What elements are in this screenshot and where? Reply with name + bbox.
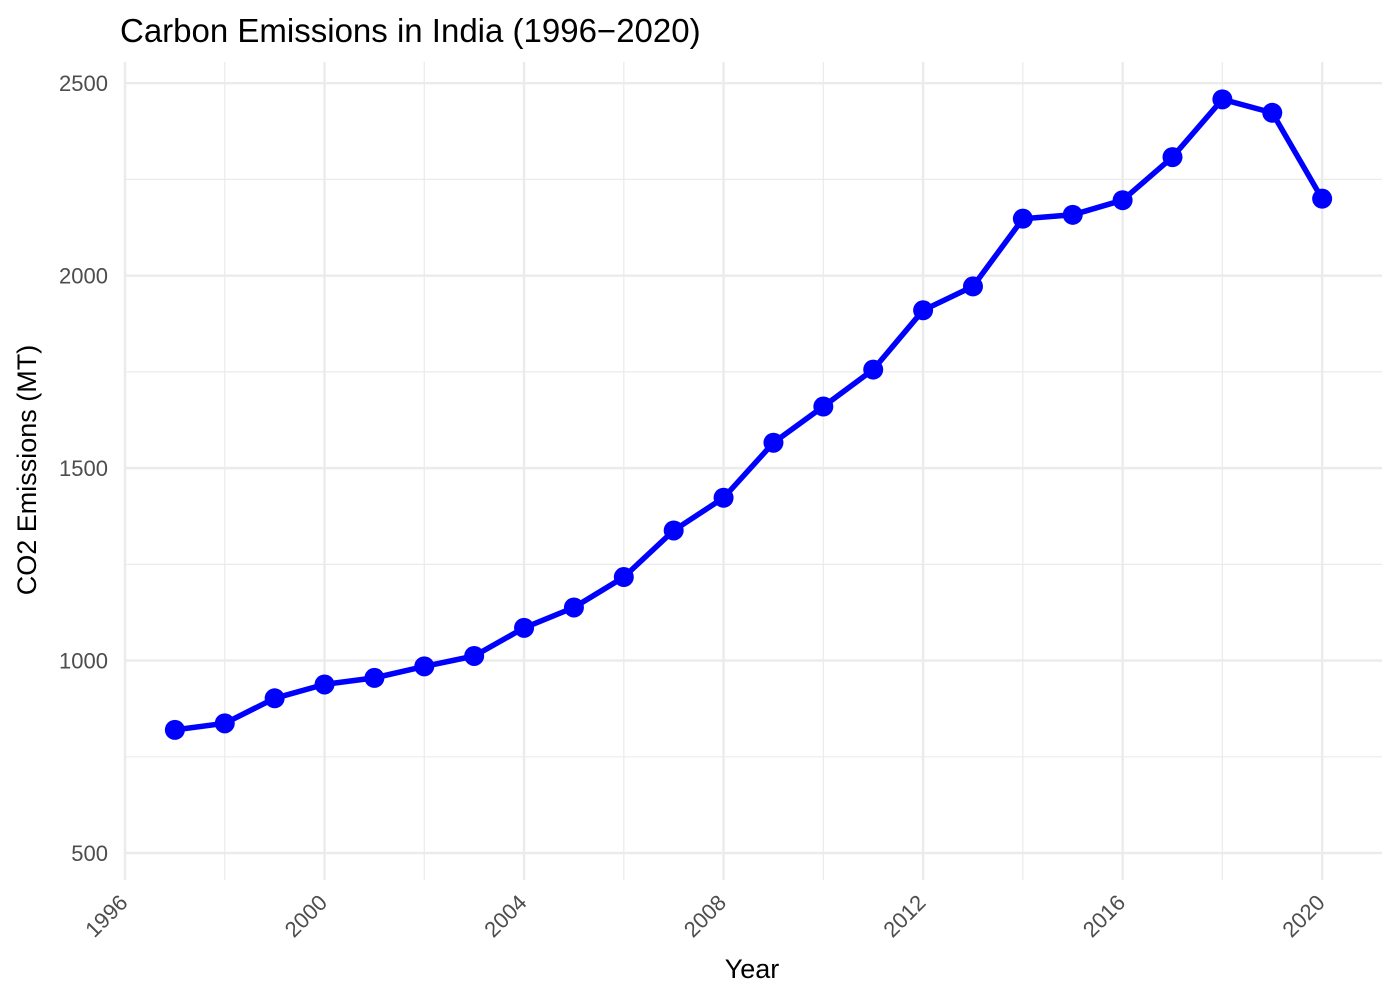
- y-tick-label: 2000: [59, 264, 108, 289]
- data-point: [214, 713, 235, 734]
- x-tick-label: 2000: [280, 890, 332, 942]
- data-point: [414, 656, 435, 677]
- data-point: [1312, 188, 1333, 209]
- data-point: [913, 300, 934, 321]
- x-tick-label: 1996: [80, 890, 132, 942]
- y-axis-ticks: 500 1000 1500 2000 2500: [59, 71, 108, 866]
- data-point: [164, 719, 185, 740]
- data-point: [364, 667, 385, 688]
- y-tick-label: 1500: [59, 456, 108, 481]
- x-tick-label: 2004: [479, 890, 531, 942]
- data-point: [863, 359, 884, 380]
- data-point: [813, 396, 834, 417]
- data-points: [164, 89, 1333, 740]
- data-point: [1062, 204, 1083, 225]
- x-tick-label: 2012: [878, 890, 930, 942]
- data-point: [1162, 147, 1183, 168]
- data-point: [1262, 102, 1283, 123]
- chart-title: Carbon Emissions in India (1996−2020): [120, 12, 701, 49]
- x-axis-ticks: 1996 2000 2004 2008 2012 2016 2020: [80, 890, 1329, 942]
- data-point: [613, 567, 634, 588]
- minor-gridlines: [125, 62, 1382, 880]
- series-line: [172, 96, 1325, 733]
- x-axis-title: Year: [725, 954, 780, 984]
- data-point: [713, 487, 734, 508]
- data-point: [563, 597, 584, 618]
- data-point: [464, 645, 485, 666]
- data-point: [314, 674, 335, 695]
- data-point: [763, 432, 784, 453]
- data-point: [514, 617, 535, 638]
- y-tick-label: 1000: [59, 649, 108, 674]
- emissions-series: [172, 96, 1325, 733]
- data-point: [1012, 208, 1033, 229]
- data-point: [962, 276, 983, 297]
- major-gridlines: [123, 62, 1382, 880]
- data-point: [1212, 89, 1233, 110]
- x-tick-label: 2008: [679, 890, 731, 942]
- y-tick-label: 500: [71, 841, 108, 866]
- x-tick-label: 2020: [1277, 890, 1329, 942]
- data-point: [663, 520, 684, 541]
- x-tick-label: 2016: [1078, 890, 1130, 942]
- y-axis-title: CO2 Emissions (MT): [12, 345, 42, 596]
- data-point: [264, 688, 285, 709]
- y-tick-label: 2500: [59, 71, 108, 96]
- data-point: [1112, 190, 1133, 211]
